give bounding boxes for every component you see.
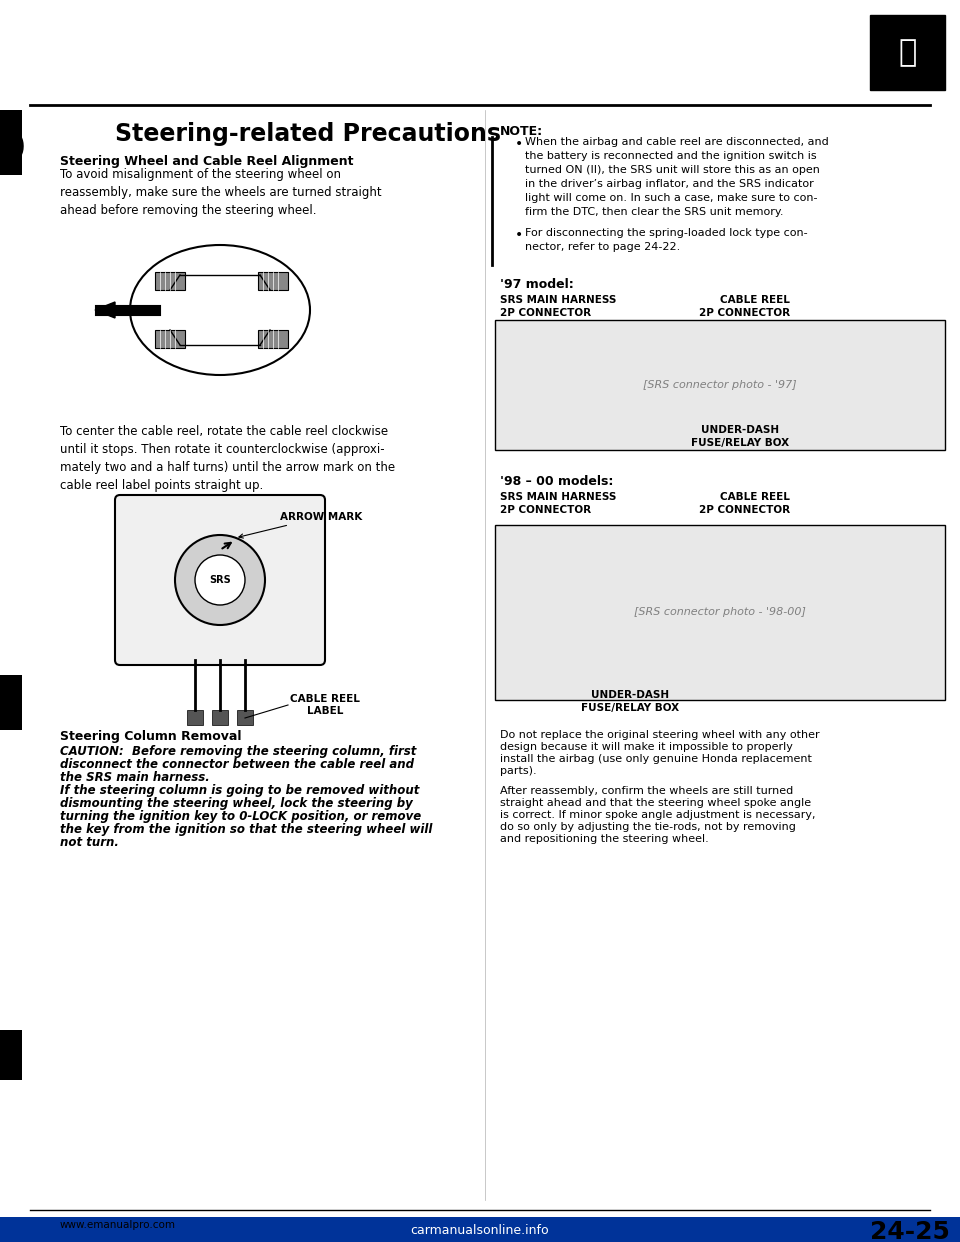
Text: For disconnecting the spring-loaded lock type con-
nector, refer to page 24-22.: For disconnecting the spring-loaded lock…	[525, 229, 807, 252]
Bar	[870, 15, 945, 89]
Text: CABLE REEL
2P CONNECTOR: CABLE REEL 2P CONNECTOR	[699, 492, 790, 515]
Text: If the steering column is going to be removed without: If the steering column is going to be re…	[60, 784, 420, 797]
Circle shape	[175, 535, 265, 625]
FancyBboxPatch shape	[115, 496, 325, 664]
Text: When the airbag and cable reel are disconnected, and
the battery is reconnected : When the airbag and cable reel are disco…	[525, 137, 828, 217]
Text: SRS: SRS	[209, 575, 230, 585]
Text: SRS MAIN HARNESS
2P CONNECTOR: SRS MAIN HARNESS 2P CONNECTOR	[500, 296, 616, 318]
Text: the key from the ignition so that the steering wheel will: the key from the ignition so that the st…	[60, 823, 432, 836]
Bar	[495, 525, 945, 700]
Bar	[187, 710, 203, 725]
Text: ): )	[9, 129, 27, 166]
FancyArrowPatch shape	[101, 304, 153, 315]
Text: •: •	[515, 137, 523, 152]
Text: CAUTION:  Before removing the steering column, first: CAUTION: Before removing the steering co…	[60, 745, 417, 758]
Bar	[495, 320, 945, 450]
Bar	[0, 1030, 22, 1081]
Polygon shape	[95, 302, 115, 318]
Text: dismounting the steering wheel, lock the steering by: dismounting the steering wheel, lock the…	[60, 797, 413, 810]
Text: [SRS connector photo - '98-00]: [SRS connector photo - '98-00]	[634, 607, 806, 617]
Text: and repositioning the steering wheel.: and repositioning the steering wheel.	[500, 833, 708, 845]
Text: Steering-related Precautions: Steering-related Precautions	[115, 122, 501, 147]
Text: To center the cable reel, rotate the cable reel clockwise
until it stops. Then r: To center the cable reel, rotate the cab…	[60, 425, 396, 492]
Bar	[155, 272, 185, 289]
Text: '97 model:: '97 model:	[500, 278, 574, 291]
Text: straight ahead and that the steering wheel spoke angle: straight ahead and that the steering whe…	[500, 799, 811, 809]
Text: •: •	[515, 229, 523, 242]
Bar	[155, 330, 185, 348]
Text: 🔒: 🔒	[899, 39, 917, 67]
Text: install the airbag (use only genuine Honda replacement: install the airbag (use only genuine Hon…	[500, 754, 812, 764]
Text: turning the ignition key to 0-LOCK position, or remove: turning the ignition key to 0-LOCK posit…	[60, 810, 421, 823]
Bar	[258, 272, 288, 289]
Text: ARROW MARK: ARROW MARK	[239, 512, 362, 538]
Text: disconnect the connector between the cable reel and: disconnect the connector between the cab…	[60, 758, 414, 771]
Text: parts).: parts).	[500, 766, 537, 776]
Text: UNDER-DASH
FUSE/RELAY BOX: UNDER-DASH FUSE/RELAY BOX	[581, 691, 679, 713]
Text: Do not replace the original steering wheel with any other: Do not replace the original steering whe…	[500, 730, 820, 740]
Bar	[0, 1217, 960, 1242]
Text: the SRS main harness.: the SRS main harness.	[60, 771, 209, 784]
Text: not turn.: not turn.	[60, 836, 119, 850]
Text: do so only by adjusting the tie-rods, not by removing: do so only by adjusting the tie-rods, no…	[500, 822, 796, 832]
Text: [SRS connector photo - '97]: [SRS connector photo - '97]	[643, 380, 797, 390]
Text: carmanualsonline.info: carmanualsonline.info	[411, 1223, 549, 1237]
Text: Steering Column Removal: Steering Column Removal	[60, 730, 242, 743]
Text: To avoid misalignment of the steering wheel on
reassembly, make sure the wheels : To avoid misalignment of the steering wh…	[60, 168, 382, 217]
Text: NOTE:: NOTE:	[500, 125, 543, 138]
Bar	[0, 674, 22, 730]
Text: UNDER-DASH
FUSE/RELAY BOX: UNDER-DASH FUSE/RELAY BOX	[691, 425, 789, 448]
Text: www.emanualpro.com: www.emanualpro.com	[60, 1220, 176, 1230]
Text: design because it will make it impossible to properly: design because it will make it impossibl…	[500, 741, 793, 751]
Circle shape	[195, 555, 245, 605]
Text: CABLE REEL
2P CONNECTOR: CABLE REEL 2P CONNECTOR	[699, 296, 790, 318]
Text: is correct. If minor spoke angle adjustment is necessary,: is correct. If minor spoke angle adjustm…	[500, 810, 815, 820]
Text: CABLE REEL
LABEL: CABLE REEL LABEL	[290, 694, 360, 715]
Bar	[258, 330, 288, 348]
Bar	[0, 111, 22, 175]
Text: After reassembly, confirm the wheels are still turned: After reassembly, confirm the wheels are…	[500, 786, 793, 796]
Text: SRS MAIN HARNESS
2P CONNECTOR: SRS MAIN HARNESS 2P CONNECTOR	[500, 492, 616, 515]
Ellipse shape	[130, 245, 310, 375]
Bar	[212, 710, 228, 725]
Bar	[237, 710, 253, 725]
Text: Steering Wheel and Cable Reel Alignment: Steering Wheel and Cable Reel Alignment	[60, 155, 353, 168]
Text: '98 – 00 models:: '98 – 00 models:	[500, 474, 613, 488]
Text: 24-25: 24-25	[870, 1220, 949, 1242]
